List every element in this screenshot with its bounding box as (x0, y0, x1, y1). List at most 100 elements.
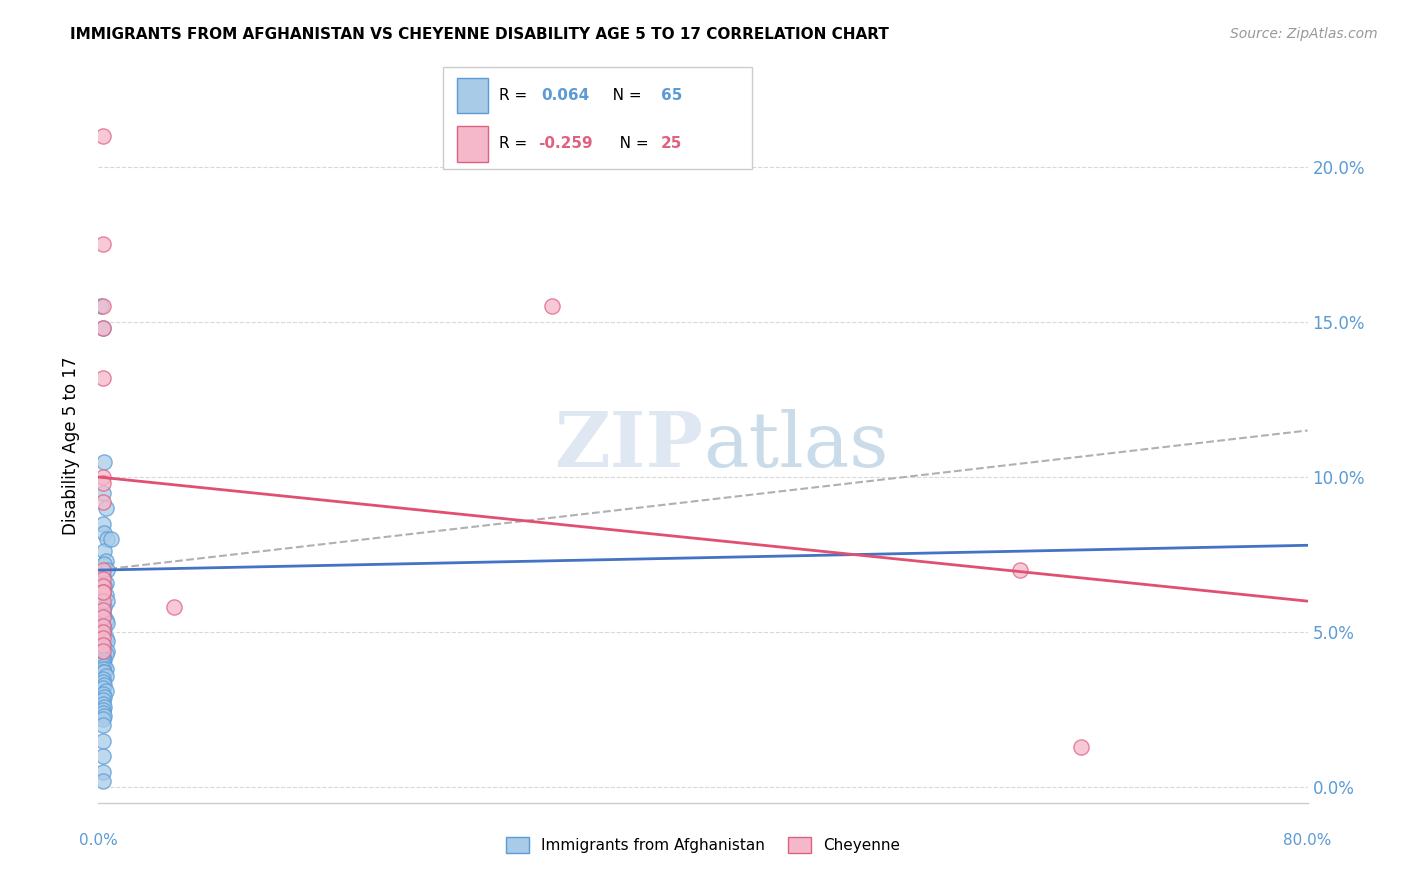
Text: N =: N = (598, 88, 645, 103)
Point (91, 619, 114, 633)
Point (91, 573, 114, 587)
Point (91, 607, 114, 621)
Point (96, 644, 118, 658)
Point (94, 647, 117, 661)
Point (91, 485, 114, 500)
Legend: Immigrants from Afghanistan, Cheyenne: Immigrants from Afghanistan, Cheyenne (501, 831, 905, 859)
Point (1010, 563, 1032, 577)
Text: IMMIGRANTS FROM AFGHANISTAN VS CHEYENNE DISABILITY AGE 5 TO 17 CORRELATION CHART: IMMIGRANTS FROM AFGHANISTAN VS CHEYENNE … (70, 27, 889, 42)
Point (91, 579, 114, 593)
Text: atlas: atlas (703, 409, 889, 483)
Point (96, 532, 118, 546)
Point (91, 638, 114, 652)
Text: R =: R = (499, 136, 533, 152)
Y-axis label: Disability Age 5 to 17: Disability Age 5 to 17 (62, 357, 80, 535)
Point (91, 569, 114, 583)
Point (91, 656, 114, 670)
Point (93, 690, 115, 705)
Text: 0.0%: 0.0% (79, 833, 118, 848)
Point (93, 544, 115, 558)
Point (91, 706, 114, 720)
Point (93, 525, 115, 540)
Text: R =: R = (499, 88, 533, 103)
Point (91, 681, 114, 695)
Point (93, 665, 115, 680)
Point (93, 678, 115, 692)
Point (94, 613, 117, 627)
Point (96, 594, 118, 608)
Point (91, 764, 114, 779)
Point (93, 557, 115, 571)
Point (96, 634, 118, 648)
Point (93, 709, 115, 723)
Point (93, 609, 115, 624)
Point (91, 703, 114, 717)
Point (94, 588, 117, 602)
Point (91, 672, 114, 686)
Point (91, 625, 114, 640)
Point (91, 603, 114, 617)
Point (91, 638, 114, 652)
Point (96, 615, 118, 630)
Point (91, 321, 114, 335)
Text: 0.064: 0.064 (541, 88, 589, 103)
Point (93, 653, 115, 667)
Text: ZIP: ZIP (554, 409, 703, 483)
Point (91, 563, 114, 577)
Point (540, 299, 562, 313)
Point (96, 563, 118, 577)
Point (93, 699, 115, 714)
Point (91, 470, 114, 484)
Point (93, 640, 115, 655)
Point (91, 128, 114, 143)
Point (91, 749, 114, 764)
Point (91, 299, 114, 313)
Point (91, 774, 114, 789)
Point (91, 321, 114, 335)
Point (93, 659, 115, 673)
Text: N =: N = (605, 136, 652, 152)
Point (91, 609, 114, 624)
Text: Source: ZipAtlas.com: Source: ZipAtlas.com (1230, 27, 1378, 41)
Point (93, 622, 115, 636)
Point (91, 712, 114, 726)
Point (94, 501, 117, 516)
Point (91, 718, 114, 732)
Point (90, 299, 112, 313)
Point (91, 628, 114, 642)
Point (91, 619, 114, 633)
Point (91, 495, 114, 509)
Point (93, 579, 115, 593)
Point (91, 697, 114, 711)
Point (91, 594, 114, 608)
Point (91, 584, 114, 599)
Point (91, 662, 114, 676)
Point (91, 516, 114, 531)
Point (91, 237, 114, 252)
Point (91, 653, 114, 667)
Point (91, 644, 114, 658)
Point (91, 674, 114, 689)
Point (91, 584, 114, 599)
Point (91, 625, 114, 640)
Point (91, 603, 114, 617)
Point (94, 684, 117, 698)
Point (91, 476, 114, 491)
Point (91, 632, 114, 646)
Point (93, 454, 115, 468)
Point (91, 693, 114, 707)
Point (100, 532, 122, 546)
Text: -0.259: -0.259 (538, 136, 593, 152)
Point (91, 584, 114, 599)
Point (94, 554, 117, 568)
Point (94, 668, 117, 682)
Text: 65: 65 (661, 88, 682, 103)
Point (1070, 739, 1092, 754)
Point (94, 662, 117, 676)
Point (91, 370, 114, 384)
Point (163, 600, 186, 615)
Text: 25: 25 (661, 136, 682, 152)
Point (94, 632, 117, 646)
Point (91, 665, 114, 680)
Point (93, 600, 115, 615)
